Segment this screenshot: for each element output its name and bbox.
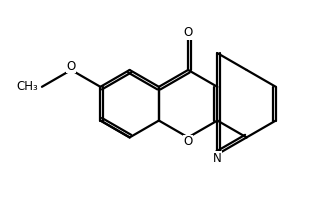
Text: CH₃: CH₃ [16,80,38,93]
Text: O: O [183,26,193,39]
Text: O: O [183,135,193,148]
Text: O: O [67,60,76,73]
Text: N: N [213,151,222,165]
